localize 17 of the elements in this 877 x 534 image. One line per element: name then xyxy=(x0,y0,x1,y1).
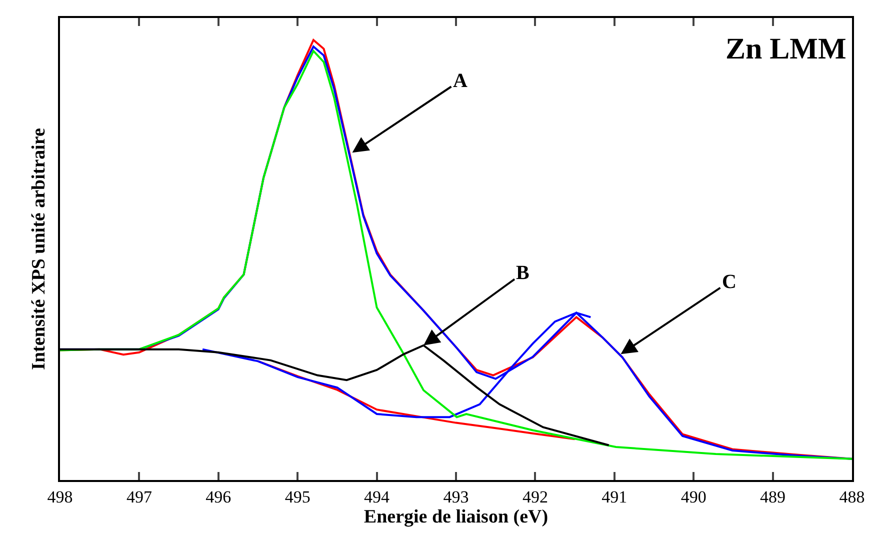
x-tick-label: 490 xyxy=(680,487,706,506)
x-tick-label: 497 xyxy=(126,487,152,506)
x-tick-label: 495 xyxy=(284,487,310,506)
x-tick-label: 488 xyxy=(839,487,865,506)
x-tick-label: 496 xyxy=(206,487,232,506)
x-tick-label: 494 xyxy=(364,487,390,506)
x-tick-label: 498 xyxy=(47,487,73,506)
x-axis-title: Energie de liaison (eV) xyxy=(364,506,548,528)
x-tick-label: 491 xyxy=(602,487,628,506)
x-tick-label: 489 xyxy=(760,487,786,506)
y-axis-title: Intensité XPS unité arbitraire xyxy=(28,128,50,370)
x-tick-label: 493 xyxy=(443,487,469,506)
annotation: A xyxy=(453,70,468,92)
annotation: C xyxy=(722,271,736,293)
x-tick-label: 492 xyxy=(522,487,548,506)
chart-title: Zn LMM xyxy=(725,32,846,66)
annotation: B xyxy=(516,262,530,284)
